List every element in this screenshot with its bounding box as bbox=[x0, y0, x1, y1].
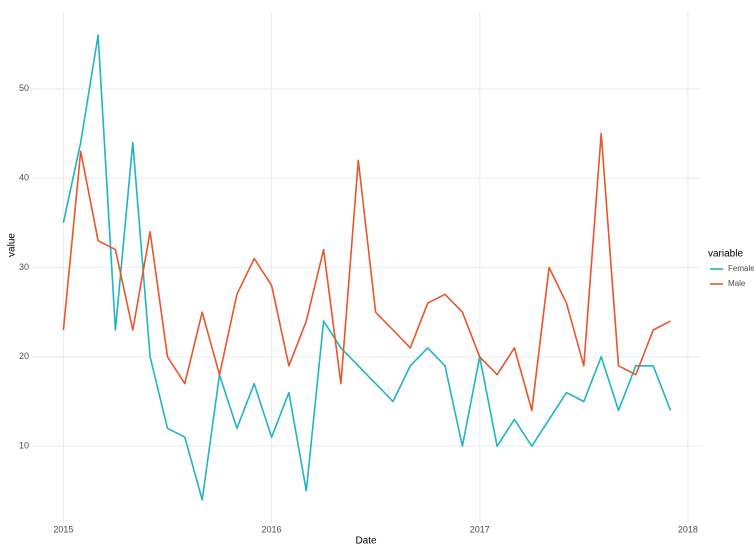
y-tick-label: 30 bbox=[19, 262, 29, 272]
series-line bbox=[62, 132, 671, 412]
series-line bbox=[62, 34, 672, 501]
y-tick-label: 50 bbox=[19, 83, 29, 93]
legend-label: Male bbox=[728, 279, 746, 288]
x-tick-label: 2016 bbox=[262, 524, 282, 534]
x-tick-label: 2018 bbox=[678, 524, 698, 534]
legend-label: Female bbox=[728, 264, 754, 273]
y-tick-label: 10 bbox=[19, 441, 29, 451]
legend-title: variable bbox=[708, 249, 743, 260]
x-axis-title: Date bbox=[355, 536, 377, 545]
y-tick-label: 40 bbox=[19, 173, 29, 183]
y-axis-title: value bbox=[7, 233, 18, 257]
y-tick-label: 20 bbox=[19, 351, 29, 361]
x-tick-label: 2017 bbox=[470, 524, 490, 534]
x-tick-label: 2015 bbox=[53, 524, 73, 534]
